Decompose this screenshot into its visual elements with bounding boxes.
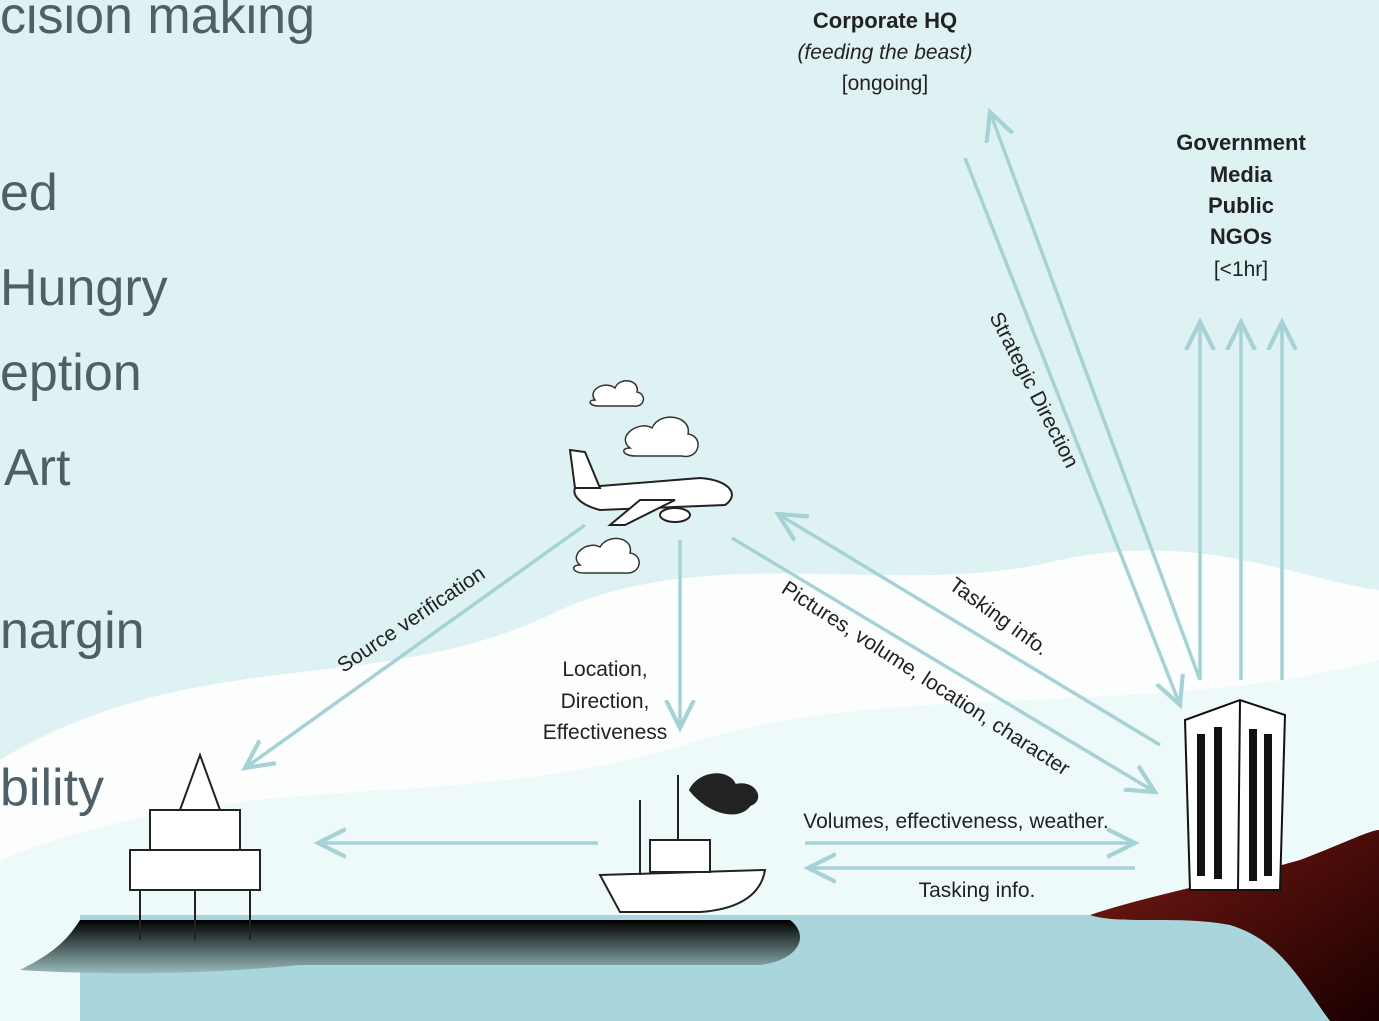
node-subtitle: (feeding the beast) [797, 41, 972, 64]
bullet: eption [0, 344, 142, 402]
edge-label: Tasking info. [919, 879, 1036, 902]
node-line: NGOs [1210, 224, 1272, 249]
building [1185, 700, 1285, 890]
node-line: Government [1176, 130, 1306, 155]
edge-label: Volumes, effectiveness, weather. [803, 810, 1108, 833]
bullet: Art [4, 439, 71, 497]
edge-label: Effectiveness [543, 721, 668, 744]
bullet: ed [0, 164, 58, 222]
node-timing: [<1hr] [1214, 258, 1268, 281]
edge-label: Direction, [561, 690, 650, 713]
slide: cision making ed Hungry eption Art nargi… [0, 0, 1379, 1021]
bullet: nargin [0, 602, 145, 660]
bullet: cision making [0, 0, 315, 45]
node-title: Corporate HQ [813, 8, 957, 33]
node-line: Public [1208, 193, 1274, 218]
edge-label: Location, [562, 658, 647, 681]
node-line: Media [1210, 162, 1273, 187]
bullet: Hungry [0, 259, 168, 317]
node-timing: [ongoing] [842, 72, 928, 95]
bullet: bility [0, 759, 104, 817]
